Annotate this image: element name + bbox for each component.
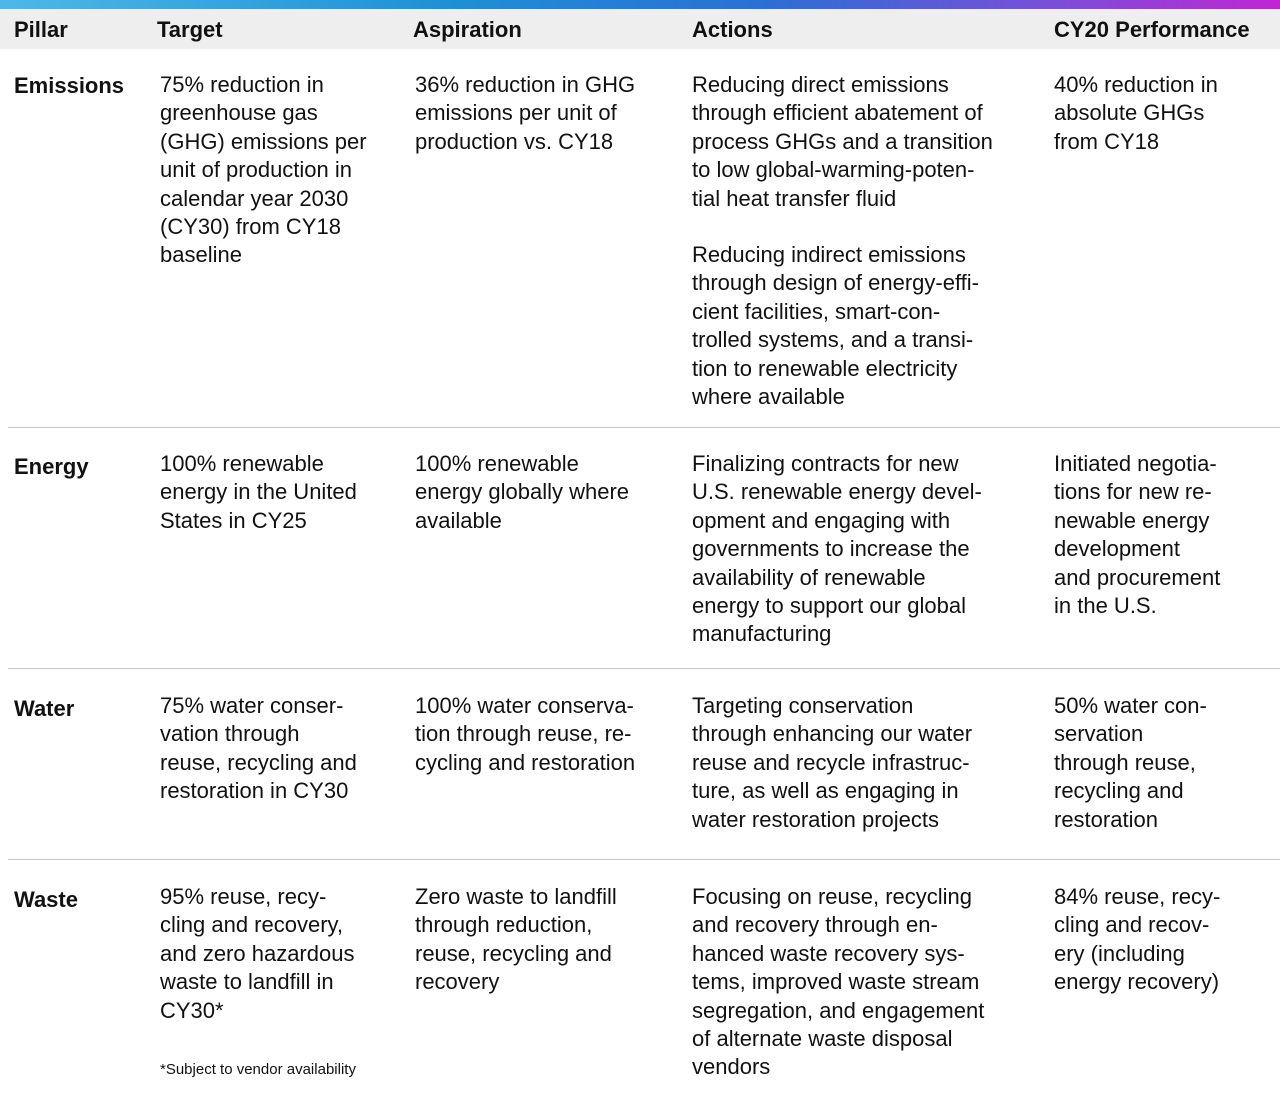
actions-cell: Finalizing contracts for new U.S. renewa… — [692, 451, 982, 647]
aspiration-cell: 36% reduction in GHG emissions per unit … — [415, 72, 636, 154]
pillar-label: Emissions — [14, 73, 125, 98]
performance-cell: Initiated negotia- tions for new re- new… — [1054, 451, 1221, 619]
target-cell: 75% water conser- vation through reuse, … — [160, 693, 357, 804]
header-performance: CY20 Performance — [1054, 17, 1250, 42]
header-target: Target — [157, 17, 223, 42]
header-pillar: Pillar — [14, 17, 68, 42]
header-actions: Actions — [692, 17, 773, 42]
actions-cell: Focusing on reuse, recycling and recover… — [692, 884, 985, 1080]
target-cell: 95% reuse, recy- cling and recovery, and… — [160, 884, 355, 1023]
target-cell: 75% reduction in greenhouse gas (GHG) em… — [160, 72, 367, 268]
actions-cell: Reducing direct emissions through effici… — [692, 72, 993, 211]
aspiration-cell: 100% renewable energy globally where ava… — [415, 451, 630, 533]
pillar-label: Waste — [14, 887, 78, 912]
aspiration-cell: Zero waste to landfill through reduction… — [415, 884, 617, 995]
row-divider — [8, 668, 1280, 669]
performance-cell: 84% reuse, recy- cling and recov- ery (i… — [1054, 884, 1221, 995]
footnote: *Subject to vendor availability — [160, 1061, 356, 1078]
performance-cell: 50% water con- servation through reuse, … — [1054, 693, 1207, 832]
target-cell: 100% renewable energy in the United Stat… — [160, 451, 357, 533]
pillar-label: Energy — [14, 454, 89, 479]
table-header-row: Pillar Target Aspiration Actions CY20 Pe… — [0, 9, 1280, 49]
actions-cell-secondary: Reducing indirect emissions through desi… — [692, 242, 979, 410]
header-aspiration: Aspiration — [413, 17, 522, 42]
accent-gradient-bar — [0, 0, 1280, 9]
aspiration-cell: 100% water conserva- tion through reuse,… — [415, 693, 636, 775]
performance-cell: 40% reduction in absolute GHGs from CY18 — [1054, 72, 1218, 154]
row-divider — [8, 427, 1280, 428]
row-divider — [8, 859, 1280, 860]
pillar-label: Water — [14, 696, 75, 721]
actions-cell: Targeting conservation through enhancing… — [692, 693, 973, 832]
